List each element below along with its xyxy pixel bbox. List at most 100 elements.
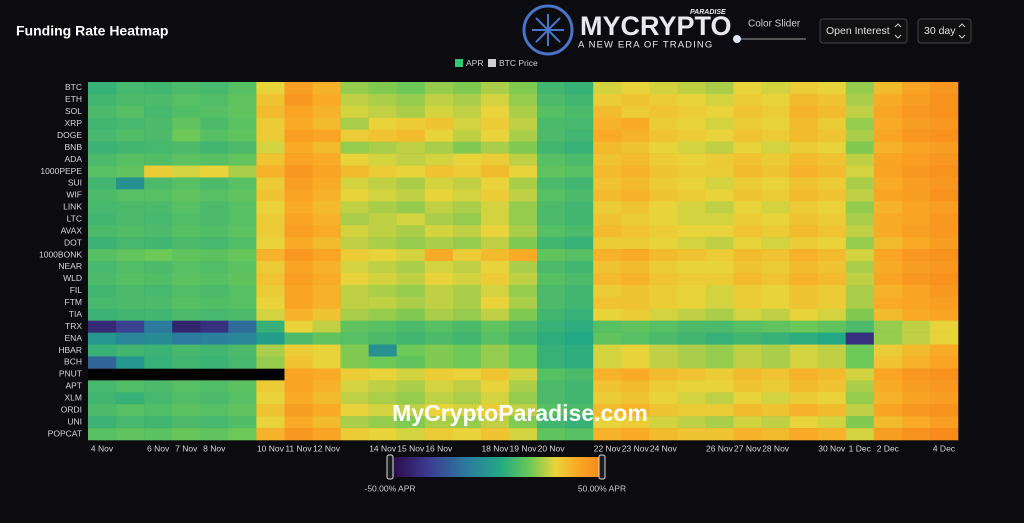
heatmap-cell: [480, 332, 510, 345]
heatmap-cell: [705, 93, 734, 107]
heatmap-cell: [88, 249, 117, 262]
heatmap-cell: [873, 105, 903, 119]
heatmap-cell: [116, 284, 145, 298]
logo-text: MYCRYPTO: [580, 11, 732, 41]
heatmap-cell: [452, 82, 482, 95]
heatmap-cell: [565, 225, 594, 238]
heatmap-cell: [228, 296, 257, 310]
heatmap-cell: [508, 105, 538, 119]
heatmap-cell: [873, 332, 903, 345]
heatmap-cell: [677, 249, 706, 262]
heatmap-cell: [705, 356, 734, 369]
slider-knob[interactable]: [733, 35, 741, 43]
heatmap-cell: [901, 93, 931, 107]
heatmap-cell: [929, 380, 959, 393]
heatmap-cell: [452, 284, 482, 298]
heatmap-cell: [593, 284, 622, 298]
dropdown-arrows: [894, 23, 902, 39]
heatmap-cell: [649, 165, 678, 178]
heatmap-cell: [761, 332, 790, 345]
heatmap-cell: [172, 332, 201, 345]
heatmap-cell: [88, 320, 117, 333]
heatmap-cell: [88, 177, 117, 190]
heatmap-cell: [537, 308, 566, 321]
heatmap-cell: [845, 249, 875, 262]
row-label: ADA: [65, 154, 83, 164]
heatmap-cell: [368, 177, 398, 190]
heatmap-cell: [172, 213, 201, 226]
heatmap-cell: [340, 249, 369, 262]
legend-swatch: [455, 59, 463, 67]
heatmap-cell: [312, 189, 341, 202]
heatmap-cell: [144, 201, 173, 214]
heatmap-cell: [929, 213, 959, 226]
heatmap-cell: [144, 82, 173, 95]
heatmap-cell: [705, 296, 734, 310]
heatmap-cell: [200, 165, 229, 178]
heatmap-cell: [621, 237, 650, 250]
heatmap-cell: [396, 237, 426, 250]
heatmap-cell: [929, 141, 959, 154]
heatmap-cell: [88, 261, 117, 274]
metric-dropdown[interactable]: [819, 18, 908, 44]
heatmap-cell: [677, 272, 706, 286]
heatmap-cell: [508, 153, 538, 166]
heatmap-cell: [817, 249, 847, 262]
heatmap-cell: [396, 105, 426, 119]
heatmap-cell: [452, 368, 482, 381]
heatmap-cell: [705, 201, 734, 214]
heatmap-cell: [452, 129, 482, 142]
row-label: TRX: [65, 321, 82, 331]
heatmap-cell: [172, 249, 201, 262]
heatmap-cell: [929, 82, 959, 95]
heatmap-cell: [649, 237, 678, 250]
heatmap-cell: [789, 416, 818, 429]
heatmap-cell: [200, 320, 229, 333]
heatmap-cell: [508, 189, 538, 202]
heatmap-cell: [88, 356, 117, 369]
heatmap-cell: [873, 380, 903, 393]
heatmap-cell: [901, 332, 931, 345]
heatmap-cell: [228, 225, 257, 238]
x-tick-label: 8 Nov: [203, 443, 226, 453]
heatmap-cell: [789, 165, 818, 178]
heatmap-cell: [312, 225, 341, 238]
heatmap-cell: [817, 237, 847, 250]
heatmap-cell: [424, 177, 454, 190]
heatmap-cell: [929, 225, 959, 238]
heatmap-cell: [172, 344, 201, 357]
heatmap-cell: [508, 201, 538, 214]
heatmap-cell: [256, 177, 285, 190]
logo: MYCRYPTO PARADISE A NEW ERA OF TRADING: [522, 4, 732, 56]
heatmap-cell: [368, 153, 398, 166]
heatmap-cell: [537, 356, 566, 369]
heatmap-cell: [256, 213, 285, 226]
heatmap-cell: [873, 308, 903, 321]
heatmap-cell: [733, 129, 762, 142]
heatmap-cell: [649, 344, 678, 357]
heatmap-cell: [845, 213, 875, 226]
heatmap-cell: [228, 404, 257, 417]
heatmap-cell: [396, 332, 426, 345]
heatmap-cell: [200, 416, 229, 429]
heatmap-cell: [284, 249, 313, 262]
row-label: NEAR: [58, 261, 82, 271]
heatmap-cell: [817, 296, 847, 310]
x-tick-label: 6 Nov: [147, 443, 170, 453]
heatmap-cell: [368, 189, 398, 202]
period-dropdown[interactable]: [917, 18, 972, 44]
heatmap-cell: [565, 332, 594, 345]
heatmap-cell: [480, 82, 510, 95]
heatmap-cell: [649, 225, 678, 238]
heatmap-cell: [88, 380, 117, 393]
heatmap-cell: [256, 261, 285, 274]
heatmap-cell: [396, 356, 426, 369]
heatmap-cell: [480, 225, 510, 238]
heatmap-cell: [901, 416, 931, 429]
heatmap-cell: [593, 261, 622, 274]
heatmap-cell: [200, 296, 229, 310]
heatmap-cell: [480, 93, 510, 107]
heatmap-cell: [228, 189, 257, 202]
colorbar-label: 50.00% APR: [578, 483, 626, 493]
heatmap-cell: [312, 404, 341, 417]
